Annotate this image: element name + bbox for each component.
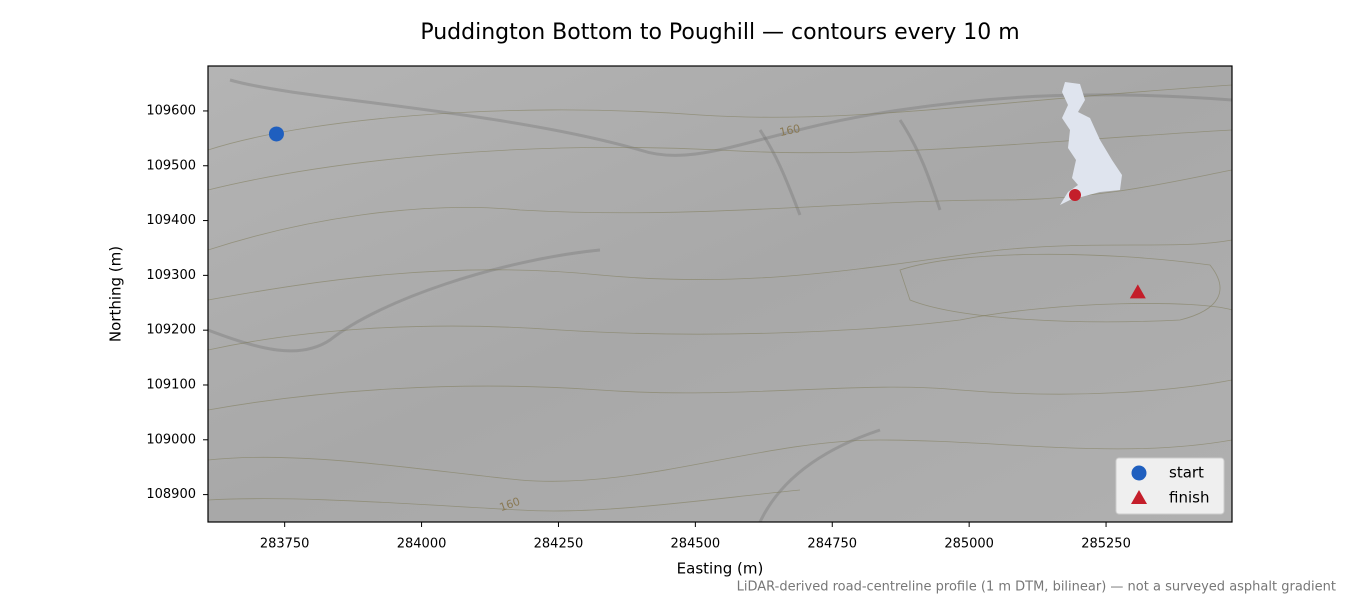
y-tick-label: 109400 bbox=[146, 213, 196, 228]
x-tick-label: 284500 bbox=[671, 537, 721, 552]
y-tick-label: 109200 bbox=[146, 323, 196, 338]
footnote: LiDAR-derived road-centreline profile (1… bbox=[737, 580, 1336, 595]
y-tick-label: 109500 bbox=[146, 158, 196, 173]
x-tick-label: 284250 bbox=[534, 537, 584, 552]
plot-frame bbox=[207, 65, 1233, 523]
start-marker bbox=[268, 126, 284, 142]
x-tick-label: 285000 bbox=[944, 537, 994, 552]
contour-label: 160 bbox=[778, 122, 801, 139]
y-axis-label: Northing (m) bbox=[107, 246, 125, 342]
y-tick-label: 109600 bbox=[146, 103, 196, 118]
legend-symbol bbox=[1131, 465, 1147, 481]
y-tick-label: 108900 bbox=[146, 487, 196, 502]
y-tick-label: 109000 bbox=[146, 432, 196, 447]
x-tick-label: 284000 bbox=[397, 537, 447, 552]
legend: start finish bbox=[1115, 457, 1225, 515]
inset-location bbox=[1069, 189, 1081, 201]
y-tick-label: 109300 bbox=[146, 268, 196, 283]
x-tick-label: 285250 bbox=[1081, 537, 1131, 552]
chart-title: Puddington Bottom to Poughill — contours… bbox=[420, 20, 1019, 45]
finish-marker bbox=[1129, 284, 1146, 299]
x-tick-label: 283750 bbox=[260, 537, 310, 552]
hillshade bbox=[208, 66, 1232, 522]
y-tick-label: 109100 bbox=[146, 377, 196, 392]
legend-symbol bbox=[1131, 490, 1147, 504]
x-tick-label: 284750 bbox=[807, 537, 857, 552]
legend-label: finish bbox=[1169, 489, 1209, 507]
inset-map bbox=[1060, 82, 1122, 205]
legend-label: start bbox=[1169, 464, 1204, 482]
x-axis-label: Easting (m) bbox=[677, 560, 764, 578]
